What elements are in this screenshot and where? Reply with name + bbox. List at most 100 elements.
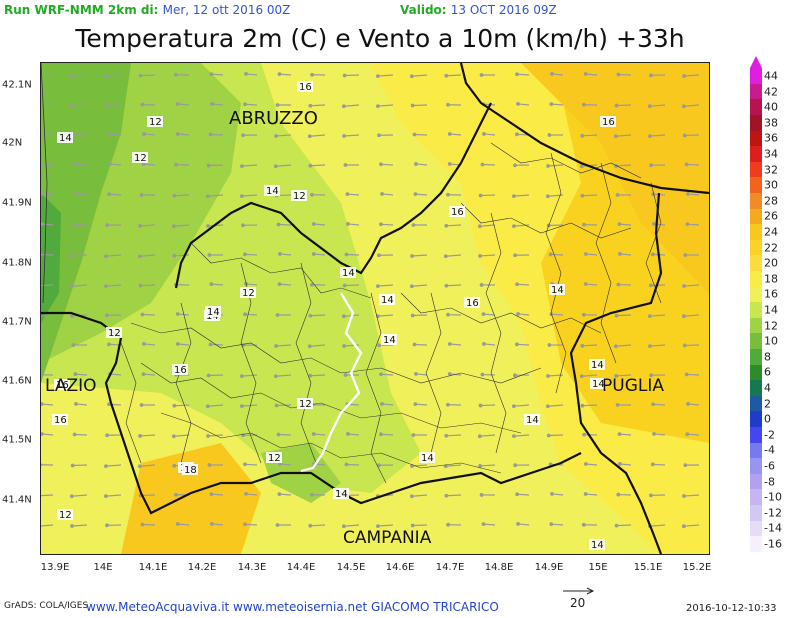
wind-arrow [109, 193, 122, 196]
wind-arrow [616, 104, 632, 107]
wind-arrow-head [243, 312, 247, 317]
wind-arrow-head [516, 102, 520, 106]
wind-arrow-head [307, 134, 312, 139]
wind-arrow [309, 134, 326, 137]
wind-arrow-head [139, 403, 144, 407]
wind-arrow [207, 194, 224, 197]
wind-arrow-head [546, 433, 551, 438]
wind-arrow [649, 344, 666, 347]
wind-arrow-head [273, 164, 278, 169]
wind-arrow-head [513, 253, 518, 258]
wind-arrow-head [583, 282, 588, 286]
colorbar-swatch [750, 505, 762, 522]
wind-arrow [483, 523, 496, 526]
wind-arrow-head [341, 524, 346, 529]
wind-arrow-head [138, 434, 142, 438]
wind-arrow [344, 134, 360, 137]
x-tick-label: 14.9E [534, 562, 564, 573]
wind-arrow-head [274, 344, 278, 348]
y-tick-label: 41.7N [2, 316, 32, 328]
wind-arrow [616, 314, 632, 317]
x-tick-label: 14.1E [138, 562, 168, 573]
wind-arrow [483, 313, 496, 316]
footer-sites[interactable]: www.MeteoAcquaviva.it www.meteoisernia.n… [86, 600, 499, 614]
colorbar-label: 0 [764, 412, 771, 426]
wind-arrow-head [210, 522, 214, 526]
wind-arrow-head [582, 432, 587, 437]
wind-arrow-head [310, 282, 314, 287]
wind-arrow-head [105, 523, 109, 528]
wind-arrow-head [344, 462, 349, 467]
wind-arrow-head [481, 312, 486, 317]
contour-label-bg [52, 414, 68, 425]
wind-arrow [652, 463, 666, 466]
wind-arrow-head [241, 223, 245, 228]
wind-arrow [207, 404, 224, 407]
wind-arrow [683, 74, 700, 77]
wind-arrow [412, 314, 428, 317]
wind-arrow-head [240, 404, 244, 409]
wind-arrow-head [649, 163, 654, 168]
wind-arrow-head [71, 343, 76, 347]
colorbar-label: 20 [764, 256, 778, 270]
wind-arrow-head [579, 164, 584, 169]
colorbar-label: 38 [764, 116, 778, 130]
wind-arrow [344, 284, 360, 287]
wind-arrow-head [105, 223, 110, 228]
wind-arrow-head [275, 523, 280, 527]
wind-arrow-head [140, 102, 145, 107]
contour-label: 14 [591, 360, 604, 371]
wind-arrow-head [69, 494, 74, 499]
wind-arrow-head [379, 372, 383, 377]
wind-arrow-head [206, 373, 211, 378]
contour-label-bg [106, 327, 122, 338]
wind-arrow [143, 373, 156, 376]
wind-arrow-head [41, 402, 44, 406]
wind-arrow-head [482, 132, 486, 136]
wind-arrow-head [682, 284, 686, 288]
wind-arrow-head [581, 312, 586, 317]
wind-arrow [380, 433, 394, 436]
colorbar-label: 34 [764, 147, 778, 161]
wind-arrow [551, 523, 564, 526]
wind-arrow-head [613, 344, 618, 349]
contour-label: 12 [59, 510, 72, 521]
wind-arrow-head [342, 344, 346, 348]
contour-label: 16 [54, 415, 67, 426]
wind-arrow [105, 464, 122, 467]
wind-arrow-head [652, 222, 656, 226]
wind-arrow-head [682, 133, 687, 138]
wind-arrow [414, 133, 428, 136]
colorbar-label: 16 [764, 287, 778, 301]
wind-arrow-head [580, 193, 585, 198]
wind-arrow [649, 524, 666, 527]
x-tick-label: 14.2E [187, 562, 217, 573]
wind-arrow-head [276, 432, 281, 437]
wind-arrow-head [172, 403, 177, 408]
run-prefix: Run WRF-NMM 2km di: [4, 3, 159, 17]
wind-arrow-head [206, 163, 211, 168]
wind-arrow-head [341, 314, 346, 319]
wind-arrow-head [479, 283, 484, 287]
x-tick-label: 14.4E [286, 562, 316, 573]
colorbar-swatch [750, 520, 762, 537]
wind-arrow [619, 223, 632, 226]
contour-label-bg [549, 284, 565, 295]
wind-arrow [72, 524, 88, 527]
wind-arrow-head [549, 522, 554, 527]
colorbar-label: 32 [764, 163, 778, 177]
wind-arrow [513, 404, 530, 407]
wind-arrow [446, 284, 462, 287]
wind-arrow [275, 164, 292, 167]
wind-arrow-head [276, 222, 281, 227]
wind-arrow-head [103, 284, 108, 289]
wind-arrow [446, 74, 462, 77]
contour-label-bg [340, 267, 356, 278]
wind-arrow-head [175, 312, 180, 316]
wind-arrow-head [379, 432, 383, 437]
contour-labels: 16 16 14 12 12 14 12 16 14 12 14 16 14 14 14 12 12 16 14 16… [52, 81, 616, 551]
contour-label: 12 [242, 288, 255, 299]
colorbar-swatch [750, 99, 762, 116]
wind-arrow [446, 224, 462, 227]
wind-arrow [347, 193, 360, 196]
